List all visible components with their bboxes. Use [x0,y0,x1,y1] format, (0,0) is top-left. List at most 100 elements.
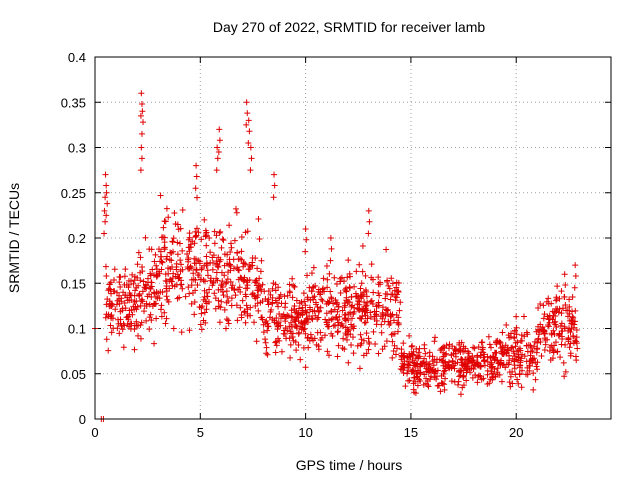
plot-frame [94,56,612,420]
data-point [507,333,514,340]
data-point [135,249,142,256]
data-point [535,335,542,342]
data-point [272,287,279,294]
data-point [257,268,264,275]
data-point [376,302,383,309]
data-point [164,253,171,260]
data-point [372,340,379,347]
data-point [364,299,371,306]
data-point [171,210,178,217]
data-point [423,365,430,372]
data-point [460,372,467,379]
data-point [194,194,201,201]
data-point [265,323,272,330]
data-point [389,280,396,287]
data-point [337,278,344,285]
y-tick-label: 0.15 [61,276,86,291]
data-point [139,296,146,303]
data-point [560,359,567,366]
data-point [120,344,127,351]
data-point [425,383,432,390]
data-point [497,340,504,347]
data-point [345,311,352,318]
data-point [243,302,250,309]
data-point [452,347,459,354]
data-point [253,277,260,284]
data-point [259,316,266,323]
data-point [188,264,195,271]
data-point [269,285,276,292]
data-point [167,276,174,283]
data-point [233,302,240,309]
data-point [251,292,258,299]
data-point [307,331,314,338]
data-point [219,278,226,285]
data-point [188,282,195,289]
data-point [198,304,205,311]
data-point [375,274,382,281]
data-point [492,373,499,380]
data-point [108,329,115,336]
data-point [535,331,542,338]
data-point [393,294,400,301]
data-point [566,344,573,351]
data-point [223,316,230,323]
data-point [228,302,235,309]
data-point [193,225,200,232]
data-point [103,212,110,219]
data-point [561,373,568,380]
data-point [471,345,478,352]
data-point [293,314,300,321]
data-point [234,249,241,256]
data-point [298,309,305,316]
data-point [360,337,367,344]
data-point [348,303,355,310]
data-point [343,288,350,295]
data-point [448,378,455,385]
data-point [409,342,416,349]
data-point [244,306,251,313]
data-point [509,380,516,387]
data-point [268,306,275,313]
data-point [351,308,358,315]
data-point [462,345,469,352]
data-point [244,285,251,292]
data-point [152,251,159,258]
data-point [120,289,127,296]
data-point [215,149,222,156]
data-point [161,218,168,225]
data-point [201,287,208,294]
data-point [218,298,225,305]
data-point [368,261,375,268]
data-point [319,334,326,341]
data-point [189,238,196,245]
data-point [114,289,121,296]
data-point [203,242,210,249]
data-point [479,339,486,346]
data-point [548,331,555,338]
data-point [357,331,364,338]
data-point [286,281,293,288]
y-tick-label: 0.05 [61,367,86,382]
data-point [356,298,363,305]
data-point [337,322,344,329]
data-point [104,200,111,207]
data-point [178,329,185,336]
data-point [499,329,506,336]
data-point [165,270,172,277]
data-point [409,368,416,375]
data-point [498,378,505,385]
data-point [441,386,448,393]
data-point [158,266,165,273]
data-point [165,214,172,221]
data-point [123,281,130,288]
data-point [255,307,262,314]
data-point [148,317,155,324]
data-point [293,297,300,304]
data-point [207,259,214,266]
data-point [258,257,265,264]
data-point [216,126,223,133]
data-point [488,368,495,375]
data-point [153,273,160,280]
data-point [215,264,222,271]
